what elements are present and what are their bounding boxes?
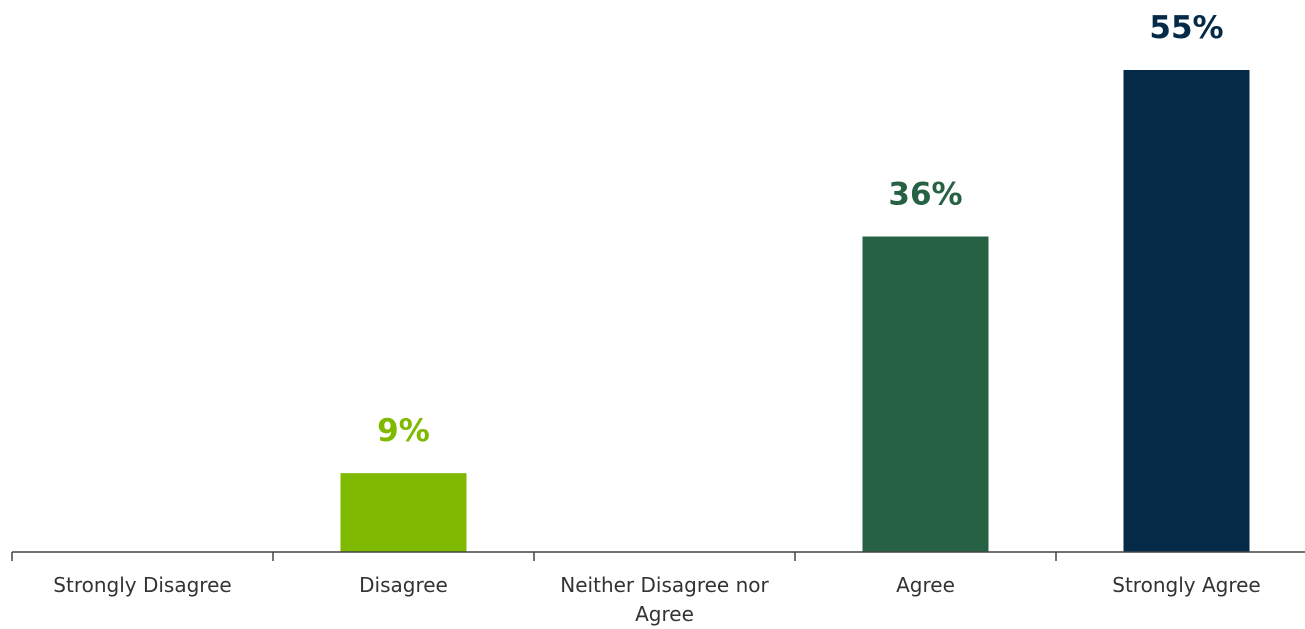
- category-label: Disagree: [359, 573, 448, 597]
- bar-value-label: 9%: [377, 413, 430, 449]
- value-labels-group: 9% 36% 55%: [377, 10, 1223, 449]
- category-label-line: Strongly Disagree: [53, 573, 231, 597]
- bar: [862, 236, 989, 552]
- category-label-line: Agree: [635, 602, 694, 626]
- category-label-line: Strongly Agree: [1112, 573, 1260, 597]
- bar: [1123, 70, 1250, 552]
- category-label: Strongly Agree: [1112, 573, 1260, 597]
- x-axis-ticks: [11, 552, 1057, 561]
- category-label: Neither Disagree nor Agree: [560, 573, 769, 626]
- category-label-line: Agree: [896, 573, 955, 597]
- bar-value-label: 55%: [1149, 10, 1223, 46]
- category-label: Strongly Disagree: [53, 573, 231, 597]
- category-label-line: Neither Disagree nor: [560, 573, 769, 597]
- category-label-line: Disagree: [359, 573, 448, 597]
- category-labels-group: Strongly Disagree Disagree Neither Disagre…: [53, 573, 1260, 626]
- bar: [340, 473, 467, 552]
- bar-value-label: 36%: [888, 177, 962, 213]
- category-label: Agree: [896, 573, 955, 597]
- bars-group: [340, 70, 1250, 552]
